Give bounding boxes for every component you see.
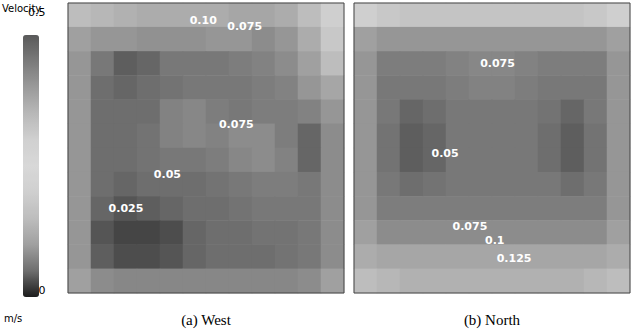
svg-text:0.075: 0.075 — [227, 20, 262, 33]
svg-text:0.075: 0.075 — [480, 57, 515, 70]
svg-text:0.10: 0.10 — [190, 14, 217, 27]
svg-text:Velocity: Velocity — [2, 2, 42, 14]
svg-text:0.05: 0.05 — [432, 147, 459, 160]
svg-text:0.125: 0.125 — [497, 252, 532, 265]
svg-text:0.075: 0.075 — [453, 220, 488, 233]
svg-text:0.025: 0.025 — [109, 202, 144, 215]
svg-text:m/s: m/s — [4, 313, 22, 324]
svg-text:0.05: 0.05 — [154, 168, 181, 181]
svg-text:0.5: 0.5 — [28, 6, 46, 19]
svg-text:(b) North: (b) North — [464, 312, 521, 329]
svg-text:(a) West: (a) West — [181, 312, 232, 329]
svg-text:0.075: 0.075 — [219, 118, 254, 131]
svg-text:0.1: 0.1 — [485, 234, 505, 247]
